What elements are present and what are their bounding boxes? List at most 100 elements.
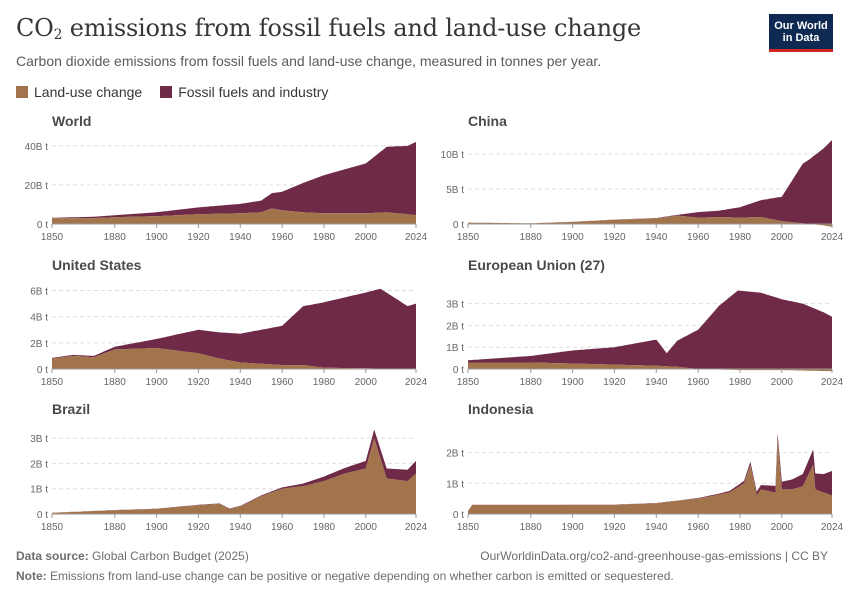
panel-3: European Union (27) 0 t 1B t 2B t 3B t 1850 18… <box>446 257 843 388</box>
panel-title: Brazil <box>52 401 90 417</box>
x-tick-label: 1920 <box>603 522 626 533</box>
x-tick-label: 1980 <box>729 232 752 243</box>
x-tick-label: 1880 <box>104 522 127 533</box>
fossil-area <box>468 140 832 224</box>
y-tick-label: 2B t <box>446 321 464 332</box>
footer-url[interactable]: OurWorldinData.org/co2-and-greenhouse-ga… <box>480 549 828 563</box>
logo-line-2: in Data <box>782 32 820 44</box>
y-tick-label: 3B t <box>30 434 48 445</box>
x-tick-label: 1960 <box>271 377 294 388</box>
title-subscript: 2 <box>53 27 63 43</box>
y-tick-label: 2B t <box>30 459 48 470</box>
x-tick-label: 1940 <box>645 377 668 388</box>
x-tick-label: 1850 <box>41 377 64 388</box>
legend-item-fossil[interactable]: Fossil fuels and industry <box>160 84 328 100</box>
x-tick-label: 2000 <box>355 522 378 533</box>
x-tick-label: 1940 <box>229 232 252 243</box>
x-tick-label: 1940 <box>645 232 668 243</box>
fossil-swatch <box>160 86 173 98</box>
y-tick-label: 1B t <box>30 485 48 496</box>
land-use-area <box>52 208 416 224</box>
x-tick-label: 1920 <box>187 522 210 533</box>
y-tick-label: 5B t <box>446 185 464 196</box>
fossil-area <box>468 290 832 369</box>
x-tick-label: 1900 <box>145 232 168 243</box>
legend-item-land-use[interactable]: Land-use change <box>16 84 142 100</box>
y-tick-label: 10B t <box>441 150 465 161</box>
land-use-area <box>468 440 832 514</box>
y-tick-label: 0 t <box>453 365 464 376</box>
fossil-area <box>52 142 416 219</box>
x-tick-label: 1940 <box>645 522 668 533</box>
land-use-area <box>52 348 416 369</box>
y-tick-label: 0 t <box>453 220 464 231</box>
y-tick-label: 4B t <box>30 313 48 324</box>
y-tick-label: 0 t <box>453 510 464 521</box>
x-tick-label: 1940 <box>229 522 252 533</box>
panel-0: World 0 t 20B t 40B t 1850 1880 1900 1920 1940 19… <box>25 113 428 243</box>
title-rest: emissions from fossil fuels and land-use… <box>62 14 641 42</box>
land-use-area <box>52 438 416 514</box>
y-tick-label: 0 t <box>37 365 48 376</box>
owid-logo[interactable]: Our World in Data <box>769 14 833 52</box>
x-tick-label: 1960 <box>271 522 294 533</box>
y-tick-label: 6B t <box>30 287 48 298</box>
source-link[interactable]: Global Carbon Budget (2025) <box>92 549 249 563</box>
fossil-area <box>52 288 416 369</box>
x-tick-label: 1960 <box>271 232 294 243</box>
x-tick-label: 1880 <box>520 377 543 388</box>
x-tick-label: 1960 <box>687 377 710 388</box>
chart-title: CO2 emissions from fossil fuels and land… <box>16 14 641 43</box>
x-tick-label: 1920 <box>603 232 626 243</box>
note-text: Emissions from land-use change can be po… <box>50 569 674 583</box>
x-tick-label: 1880 <box>520 522 543 533</box>
x-tick-label: 1850 <box>457 522 480 533</box>
footer-note: Note: Emissions from land-use change can… <box>16 569 674 583</box>
x-tick-label: 1920 <box>187 377 210 388</box>
x-tick-label: 2024 <box>405 377 428 388</box>
x-tick-label: 2000 <box>355 232 378 243</box>
x-tick-label: 2024 <box>821 377 844 388</box>
x-tick-label: 1850 <box>457 377 480 388</box>
x-tick-label: 2000 <box>771 522 794 533</box>
y-tick-label: 0 t <box>37 220 48 231</box>
panel-2: United States 0 t 2B t 4B t 6B t 1850 1880 1900… <box>30 257 427 388</box>
y-tick-label: 40B t <box>25 142 49 153</box>
title-co: CO <box>16 14 54 42</box>
x-tick-label: 1980 <box>313 377 336 388</box>
x-tick-label: 2024 <box>821 232 844 243</box>
y-tick-label: 0 t <box>37 510 48 521</box>
panel-1: China 0 t 5B t 10B t 1850 1880 1900 1920 1940 196… <box>441 113 844 243</box>
data-source: Data source: Global Carbon Budget (2025) <box>16 549 249 563</box>
y-tick-label: 3B t <box>446 300 464 311</box>
panel-5: Indonesia 0 t 1B t 2B t 1850 1880 1900 1920 1940… <box>446 401 843 533</box>
x-tick-label: 1880 <box>104 232 127 243</box>
x-tick-label: 2024 <box>405 232 428 243</box>
x-tick-label: 1980 <box>313 522 336 533</box>
y-tick-label: 2B t <box>446 449 464 460</box>
x-tick-label: 1980 <box>729 522 752 533</box>
x-tick-label: 1900 <box>145 377 168 388</box>
x-tick-label: 1900 <box>145 522 168 533</box>
panel-title: World <box>52 113 91 129</box>
legend-label-land-use: Land-use change <box>34 84 143 100</box>
x-tick-label: 1960 <box>687 232 710 243</box>
note-label: Note: <box>16 569 47 583</box>
panel-title: China <box>468 113 507 129</box>
x-tick-label: 1880 <box>520 232 543 243</box>
chart-subtitle: Carbon dioxide emissions from fossil fue… <box>16 53 602 69</box>
panel-4: Brazil 0 t 1B t 2B t 3B t 1850 1880 1900 1920 194… <box>30 401 427 533</box>
x-tick-label: 1920 <box>187 232 210 243</box>
land-use-swatch <box>16 86 28 98</box>
x-tick-label: 1920 <box>603 377 626 388</box>
x-tick-label: 2000 <box>771 232 794 243</box>
panel-title: United States <box>52 257 142 273</box>
x-tick-label: 1980 <box>729 377 752 388</box>
x-tick-label: 1850 <box>457 232 480 243</box>
panel-title: European Union (27) <box>468 257 605 273</box>
x-tick-label: 1850 <box>41 232 64 243</box>
x-tick-label: 1850 <box>41 522 64 533</box>
source-label: Data source: <box>16 549 89 563</box>
y-tick-label: 1B t <box>446 479 464 490</box>
